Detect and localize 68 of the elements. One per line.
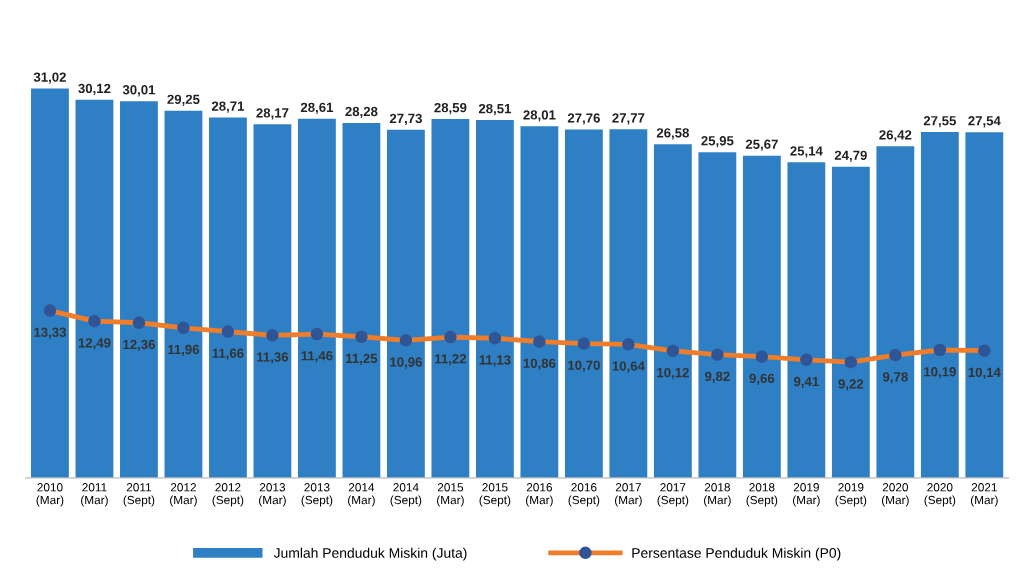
data-label: 11,66 bbox=[212, 348, 244, 360]
data-label: 27,55 bbox=[923, 116, 956, 128]
data-label: 30,01 bbox=[122, 85, 156, 97]
data-label: 10,14 bbox=[968, 367, 1001, 379]
x-tick-label: 2020 (Mar) bbox=[881, 483, 909, 507]
data-label: 12,36 bbox=[123, 339, 155, 352]
data-label: 9,22 bbox=[838, 379, 864, 391]
x-tick-label: 2016 (Sept) bbox=[568, 483, 600, 507]
data-label: 9,78 bbox=[882, 372, 908, 384]
x-tick-label: 2014 (Mar) bbox=[348, 483, 375, 507]
x-tick-label: 2012 (Sept) bbox=[212, 483, 244, 507]
x-tick-label: 2016 (Mar) bbox=[526, 483, 553, 507]
data-label: 11,22 bbox=[435, 354, 467, 366]
x-tick-label: 2017 (Mar) bbox=[615, 483, 642, 507]
x-tick-label: 2018 (Sept) bbox=[746, 483, 778, 507]
data-label: 27,54 bbox=[968, 116, 1001, 128]
x-tick-label: 2015 (Sept) bbox=[479, 483, 511, 507]
data-label: 11,96 bbox=[168, 344, 200, 357]
data-label: 27,77 bbox=[612, 113, 645, 125]
data-label: 25,67 bbox=[745, 139, 778, 151]
data-label: 26,42 bbox=[879, 130, 912, 142]
x-tick-label: 2010 (Mar) bbox=[36, 483, 64, 507]
data-label: 10,12 bbox=[657, 367, 689, 380]
x-tick-label: 2018 (Mar) bbox=[704, 483, 731, 507]
data-label: 24,79 bbox=[834, 150, 867, 162]
data-label: 9,66 bbox=[749, 373, 775, 385]
x-tick-label: 2014 (Sept) bbox=[390, 483, 422, 507]
data-label: 10,96 bbox=[390, 357, 422, 369]
data-label: 9,41 bbox=[793, 376, 819, 389]
data-label: 25,95 bbox=[701, 136, 734, 148]
data-label: 31,02 bbox=[33, 72, 66, 84]
data-label: 28,61 bbox=[300, 102, 334, 114]
x-tick-label: 2017 (Sept) bbox=[657, 483, 689, 507]
data-label: 11,25 bbox=[346, 353, 378, 365]
data-label: 11,13 bbox=[479, 355, 511, 367]
x-tick-label: 2020 (Sept) bbox=[924, 483, 956, 507]
data-label: 28,71 bbox=[211, 101, 245, 113]
data-label: 13,33 bbox=[34, 327, 66, 339]
data-label: 27,73 bbox=[389, 113, 422, 125]
data-label: 9,82 bbox=[704, 371, 730, 383]
x-tick-label: 2012 (Mar) bbox=[170, 483, 197, 507]
data-label: 10,19 bbox=[924, 367, 956, 379]
legend-label: Jumlah Penduduk Miskin (Juta) bbox=[273, 547, 467, 561]
data-label: 11,46 bbox=[301, 351, 333, 363]
data-label: 25,14 bbox=[790, 146, 823, 158]
data-label: 28,01 bbox=[523, 110, 556, 122]
x-tick-label: 2013 (Mar) bbox=[259, 483, 286, 507]
x-tick-label: 2019 (Sept) bbox=[835, 483, 867, 507]
data-label: 11,36 bbox=[257, 352, 289, 364]
data-label: 30,12 bbox=[78, 83, 111, 95]
x-tick-label: 2011 (Sept) bbox=[123, 483, 155, 507]
x-tick-label: 2011 (Mar) bbox=[81, 483, 108, 507]
data-label: 27,76 bbox=[567, 113, 600, 125]
legend-label: Persentase Penduduk Miskin (P0) bbox=[632, 547, 841, 561]
x-tick-label: 2015 (Mar) bbox=[437, 483, 464, 507]
x-tick-label: 2013 (Sept) bbox=[301, 483, 333, 507]
x-tick-label: 2021 (Mar) bbox=[970, 483, 998, 507]
data-label: 12,49 bbox=[78, 338, 111, 350]
data-label: 26,58 bbox=[656, 128, 689, 140]
data-label: 28,28 bbox=[345, 106, 378, 119]
data-label: 28,59 bbox=[434, 102, 467, 115]
data-label: 29,25 bbox=[167, 94, 200, 106]
x-tick-label: 2019 (Mar) bbox=[793, 483, 820, 507]
data-label: 10,64 bbox=[612, 361, 645, 373]
data-label: 10,86 bbox=[523, 358, 556, 370]
data-label: 10,70 bbox=[568, 360, 600, 372]
data-label: 28,51 bbox=[478, 103, 512, 116]
data-label: 28,17 bbox=[256, 108, 289, 120]
